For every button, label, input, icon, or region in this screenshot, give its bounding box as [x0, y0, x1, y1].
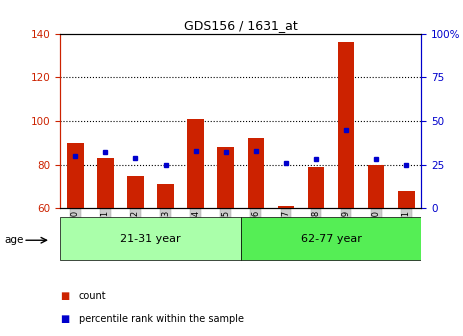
Bar	[157, 184, 174, 208]
Bar	[188, 119, 204, 208]
Bar	[278, 206, 294, 208]
Text: percentile rank within the sample: percentile rank within the sample	[79, 314, 244, 324]
Text: ■: ■	[60, 291, 69, 301]
Bar	[248, 138, 264, 208]
Text: age: age	[5, 235, 24, 245]
Bar	[60, 217, 241, 260]
Text: count: count	[79, 291, 106, 301]
Bar	[241, 217, 421, 260]
Title: GDS156 / 1631_at: GDS156 / 1631_at	[184, 19, 298, 33]
Bar	[127, 175, 144, 208]
Text: 62-77 year: 62-77 year	[300, 234, 362, 244]
Bar	[338, 42, 354, 208]
Bar	[97, 158, 113, 208]
Bar	[308, 167, 324, 208]
Bar	[368, 165, 384, 208]
Bar	[398, 191, 414, 208]
Text: 21-31 year: 21-31 year	[120, 234, 181, 244]
Bar	[67, 143, 83, 208]
Bar	[218, 147, 234, 208]
Text: ■: ■	[60, 314, 69, 324]
